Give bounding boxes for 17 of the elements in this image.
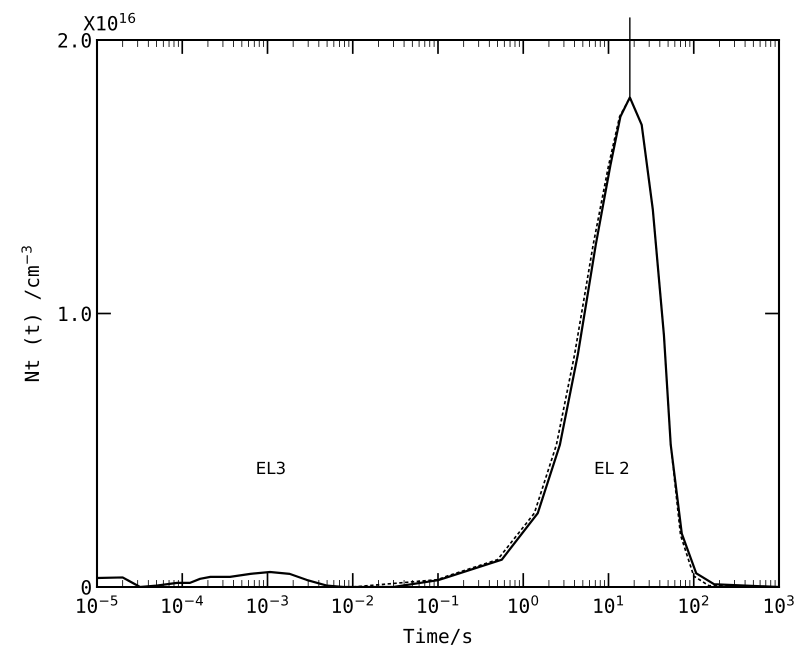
x-tick-label: 10$^{−2}$ — [332, 595, 373, 614]
y-tick-label: 2.0 — [58, 33, 91, 48]
x-tick-label: 10$^{−3}$ — [248, 595, 288, 614]
x-tick-label: 10$^{2}$ — [680, 595, 708, 614]
x-tick-label: 10$^{0}$ — [509, 595, 538, 614]
x-tick-label: 10$^{−4}$ — [162, 595, 203, 614]
x-tick-label: 10$^{3}$ — [764, 595, 794, 614]
annotation: EL 2 — [596, 462, 628, 474]
y-axis-title: Nt (t) /cm$^{−3}$ — [21, 246, 42, 382]
y-tick-label: 1.0 — [59, 306, 91, 322]
text: X10$^{16}$ — [84, 12, 136, 31]
x-axis-title: Time/s — [403, 628, 472, 645]
x-tick-label: 10$^{−5}$ — [77, 595, 118, 614]
x-tick-label: 10$^{1}$ — [594, 595, 624, 614]
y-tick-label: 0 — [82, 580, 91, 595]
x-tick-label: 10$^{−1}$ — [418, 595, 458, 614]
annotation: EL3 — [257, 462, 285, 474]
